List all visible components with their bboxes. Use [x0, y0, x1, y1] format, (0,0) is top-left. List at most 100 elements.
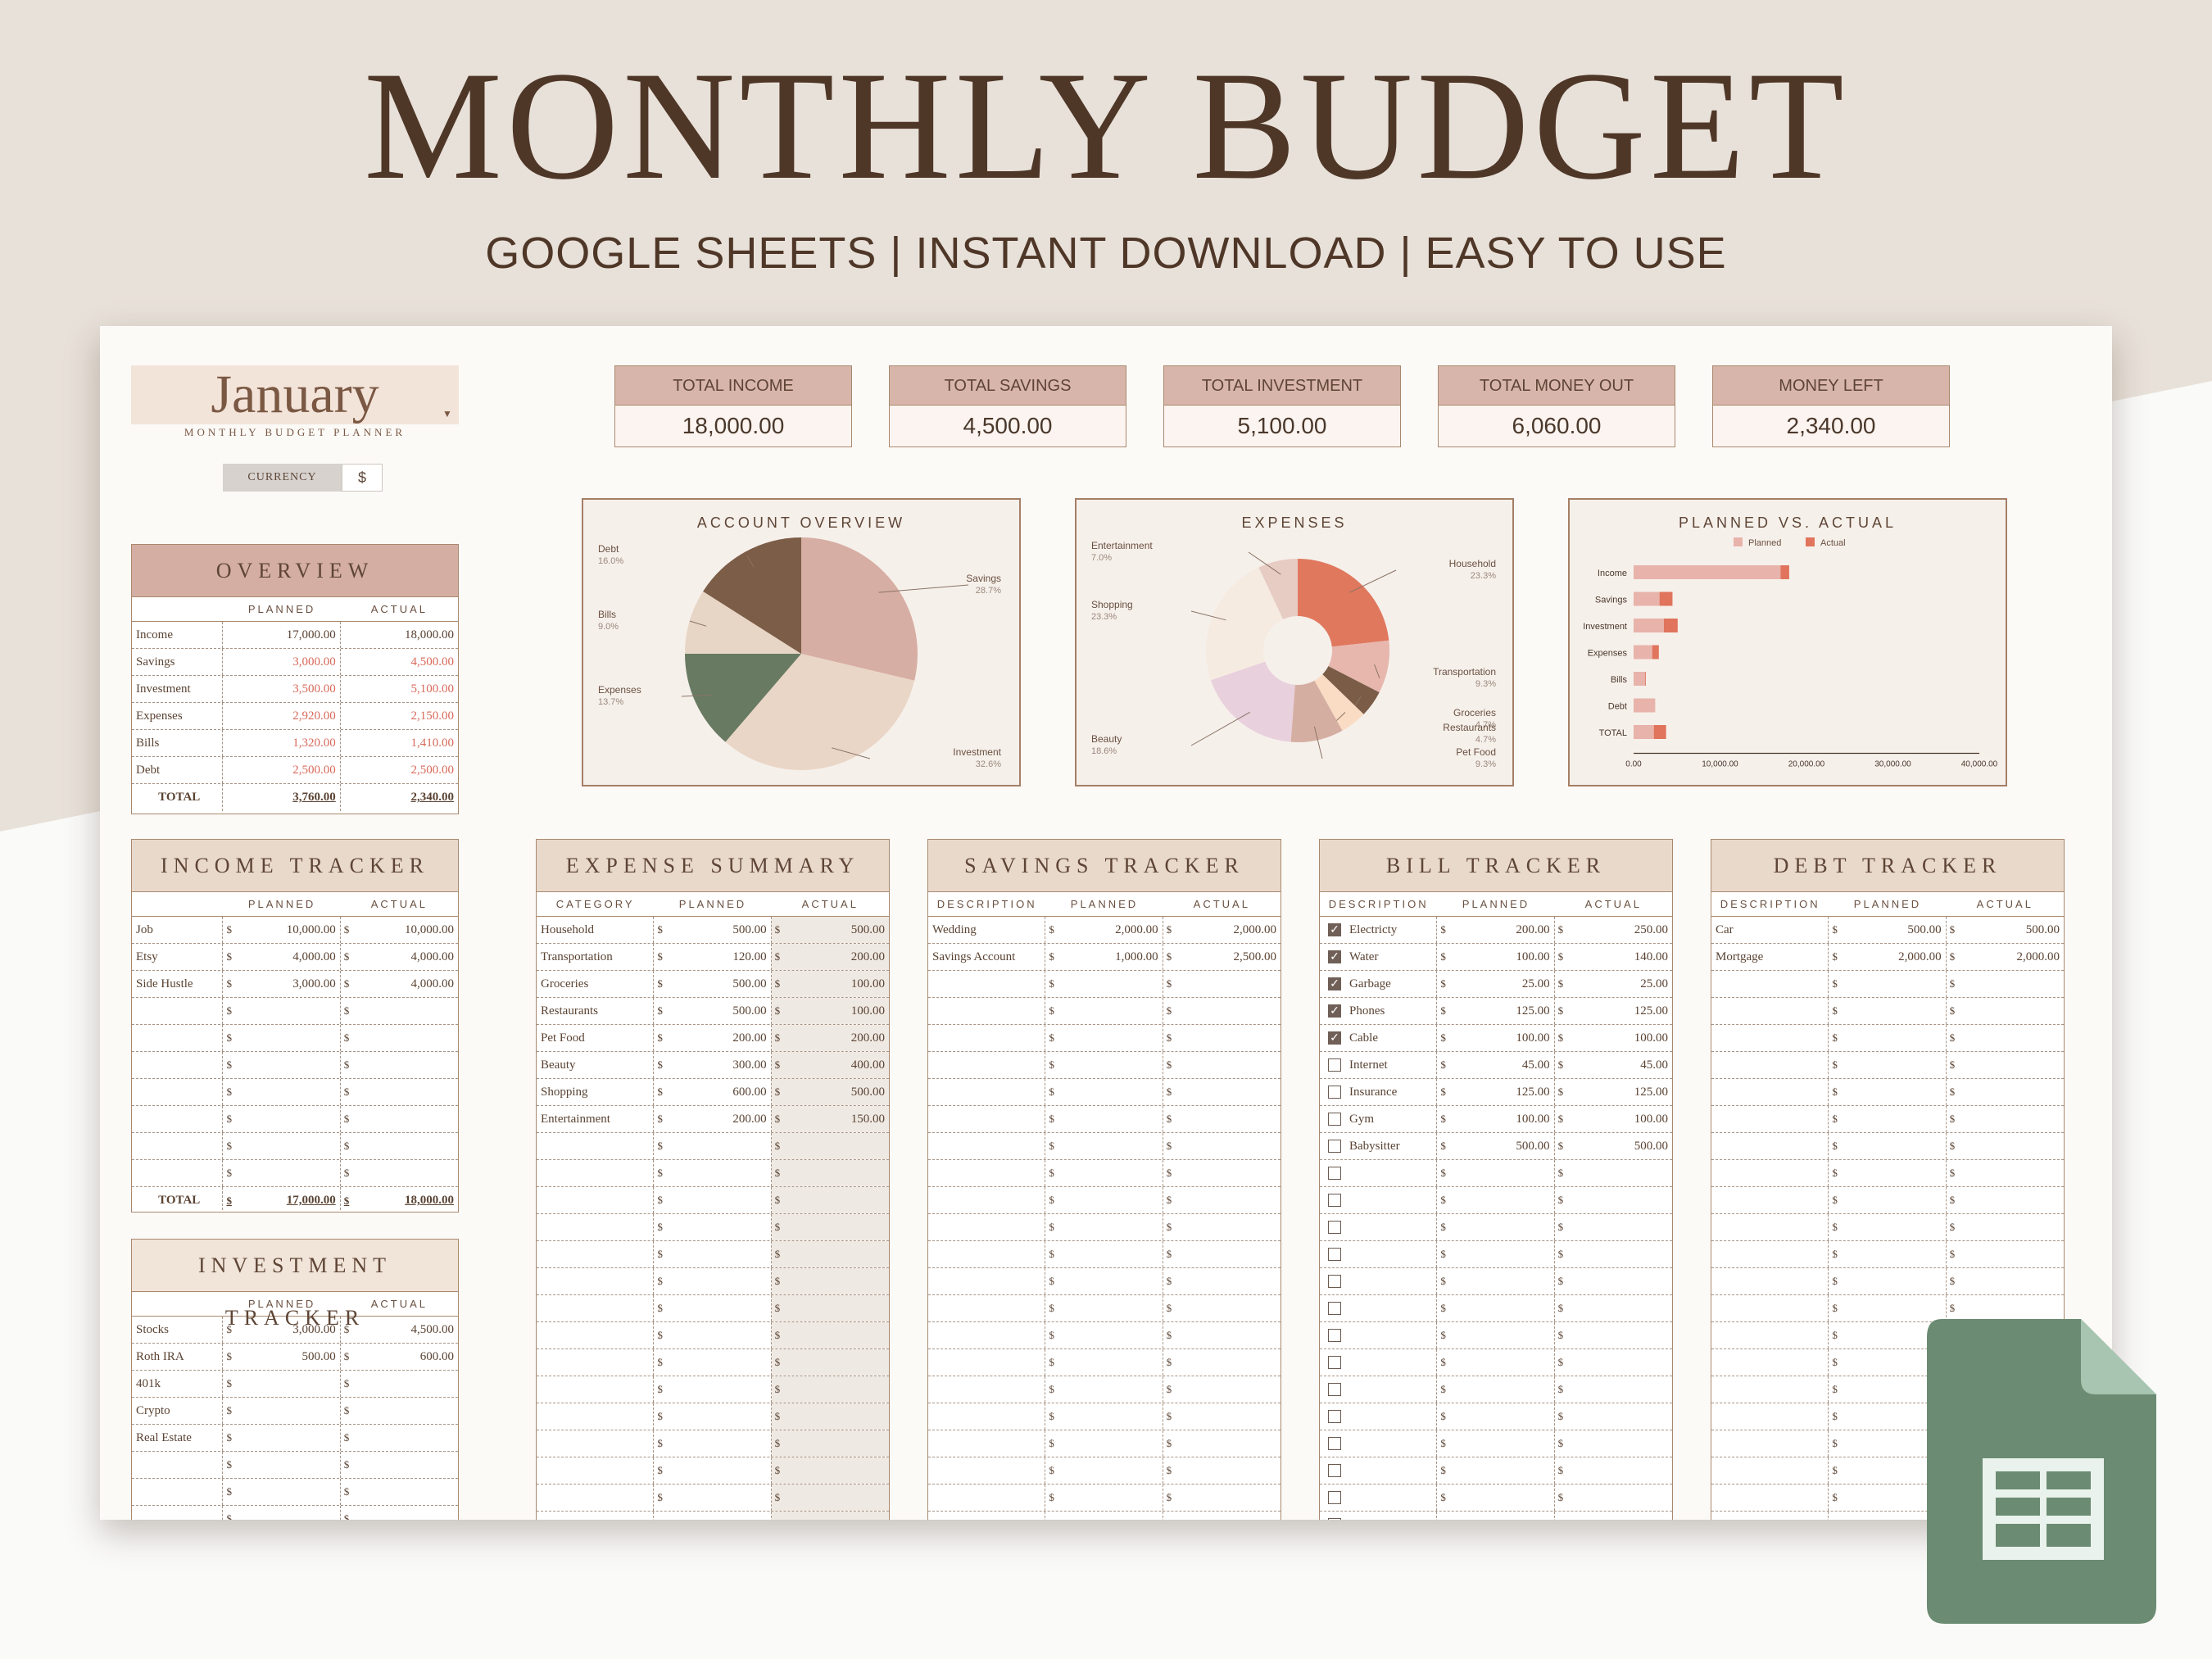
row-label[interactable]: [537, 1133, 655, 1159]
planned-cell[interactable]: $: [223, 998, 341, 1024]
actual-cell[interactable]: $: [341, 1025, 458, 1051]
planned-cell[interactable]: $: [223, 1079, 341, 1105]
planned-cell[interactable]: 17,000.00: [223, 622, 341, 648]
paid-checkbox[interactable]: [1328, 1302, 1341, 1315]
row-label[interactable]: Debt: [132, 757, 224, 783]
row-label[interactable]: [928, 1430, 1046, 1457]
row-label[interactable]: Gym: [1320, 1106, 1438, 1132]
currency-input[interactable]: $: [342, 464, 383, 492]
planned-cell[interactable]: $: [1045, 1322, 1163, 1349]
planned-cell[interactable]: $: [223, 1160, 341, 1186]
planned-cell[interactable]: $: [1045, 1295, 1163, 1321]
actual-cell[interactable]: $: [771, 1295, 889, 1321]
planned-cell[interactable]: $125.00: [1437, 998, 1555, 1024]
paid-checkbox[interactable]: [1328, 1248, 1341, 1261]
planned-cell[interactable]: $1,000.00: [1045, 944, 1163, 970]
row-label[interactable]: Internet: [1320, 1052, 1438, 1078]
row-label[interactable]: 401k: [132, 1371, 224, 1397]
actual-cell[interactable]: $: [1163, 998, 1281, 1024]
planned-cell[interactable]: $: [223, 1106, 341, 1132]
planned-cell[interactable]: $: [1045, 1052, 1163, 1078]
actual-cell[interactable]: $: [1555, 1187, 1672, 1213]
actual-cell[interactable]: $150.00: [771, 1106, 889, 1132]
planned-cell[interactable]: $500.00: [654, 971, 772, 997]
actual-cell[interactable]: 2,500.00: [341, 757, 458, 783]
actual-cell[interactable]: $: [1947, 971, 2064, 997]
row-label[interactable]: [928, 1052, 1046, 1078]
actual-cell[interactable]: $: [1555, 1241, 1672, 1267]
row-label[interactable]: [928, 1349, 1046, 1376]
actual-cell[interactable]: 5,100.00: [341, 676, 458, 702]
planned-cell[interactable]: $200.00: [654, 1106, 772, 1132]
row-label[interactable]: [1711, 1025, 1829, 1051]
row-label[interactable]: [537, 1457, 655, 1484]
paid-checkbox[interactable]: [1328, 1275, 1341, 1288]
actual-cell[interactable]: $2,000.00: [1947, 944, 2064, 970]
planned-cell[interactable]: $: [223, 1371, 341, 1397]
actual-cell[interactable]: $: [771, 1430, 889, 1457]
row-label[interactable]: [1711, 1430, 1829, 1457]
actual-cell[interactable]: $: [1163, 1160, 1281, 1186]
row-label[interactable]: Car: [1711, 917, 1829, 943]
planned-cell[interactable]: $: [1829, 1106, 1947, 1132]
planned-cell[interactable]: $125.00: [1437, 1079, 1555, 1105]
row-label[interactable]: [132, 1079, 224, 1105]
actual-cell[interactable]: $: [1947, 1214, 2064, 1240]
row-label[interactable]: [928, 1376, 1046, 1403]
row-label[interactable]: [928, 1512, 1046, 1520]
planned-cell[interactable]: $: [654, 1214, 772, 1240]
month-selector[interactable]: January: [131, 365, 459, 424]
row-label[interactable]: [1711, 971, 1829, 997]
planned-cell[interactable]: $4,000.00: [223, 944, 341, 970]
planned-cell[interactable]: $: [223, 1025, 341, 1051]
row-label[interactable]: [537, 1403, 655, 1430]
row-label[interactable]: [928, 1241, 1046, 1267]
actual-cell[interactable]: $: [1163, 1512, 1281, 1520]
row-label[interactable]: [1320, 1295, 1438, 1321]
actual-cell[interactable]: $2,000.00: [1163, 917, 1281, 943]
actual-cell[interactable]: 18,000.00: [341, 622, 458, 648]
row-label[interactable]: Investment: [132, 676, 224, 702]
planned-cell[interactable]: $: [1045, 1512, 1163, 1520]
row-label[interactable]: Babysitter: [1320, 1133, 1438, 1159]
row-label[interactable]: [1320, 1457, 1438, 1484]
row-label[interactable]: [928, 1484, 1046, 1511]
row-label[interactable]: [1320, 1160, 1438, 1186]
planned-cell[interactable]: $: [1437, 1484, 1555, 1511]
row-label[interactable]: [132, 1133, 224, 1159]
row-label[interactable]: ✓ Water: [1320, 944, 1438, 970]
row-label[interactable]: [1711, 1403, 1829, 1430]
paid-checkbox[interactable]: ✓: [1328, 1004, 1341, 1018]
actual-cell[interactable]: $: [1163, 1295, 1281, 1321]
row-label[interactable]: [537, 1214, 655, 1240]
planned-cell[interactable]: $: [654, 1457, 772, 1484]
planned-cell[interactable]: $: [223, 1506, 341, 1520]
actual-cell[interactable]: $: [341, 1133, 458, 1159]
actual-cell[interactable]: $500.00: [1947, 917, 2064, 943]
planned-cell[interactable]: $: [1045, 1430, 1163, 1457]
actual-cell[interactable]: $: [1947, 1295, 2064, 1321]
paid-checkbox[interactable]: [1328, 1410, 1341, 1423]
actual-cell[interactable]: $2,500.00: [1163, 944, 1281, 970]
actual-cell[interactable]: $: [341, 1079, 458, 1105]
paid-checkbox[interactable]: [1328, 1518, 1341, 1520]
actual-cell[interactable]: $: [1555, 1349, 1672, 1376]
planned-cell[interactable]: $: [654, 1403, 772, 1430]
actual-cell[interactable]: $: [1947, 1133, 2064, 1159]
row-label[interactable]: Restaurants: [537, 998, 655, 1024]
actual-cell[interactable]: $: [1163, 1133, 1281, 1159]
row-label[interactable]: [537, 1295, 655, 1321]
planned-cell[interactable]: $: [1045, 1187, 1163, 1213]
actual-cell[interactable]: $: [1947, 998, 2064, 1024]
planned-cell[interactable]: $: [1829, 998, 1947, 1024]
planned-cell[interactable]: $500.00: [1829, 917, 1947, 943]
row-label[interactable]: Income: [132, 622, 224, 648]
planned-cell[interactable]: $200.00: [1437, 917, 1555, 943]
row-label[interactable]: [1711, 1214, 1829, 1240]
paid-checkbox[interactable]: ✓: [1328, 977, 1341, 990]
actual-cell[interactable]: $: [771, 1484, 889, 1511]
planned-cell[interactable]: $: [1829, 1133, 1947, 1159]
planned-cell[interactable]: $10,000.00: [223, 917, 341, 943]
row-label[interactable]: [537, 1376, 655, 1403]
actual-cell[interactable]: $: [341, 1106, 458, 1132]
